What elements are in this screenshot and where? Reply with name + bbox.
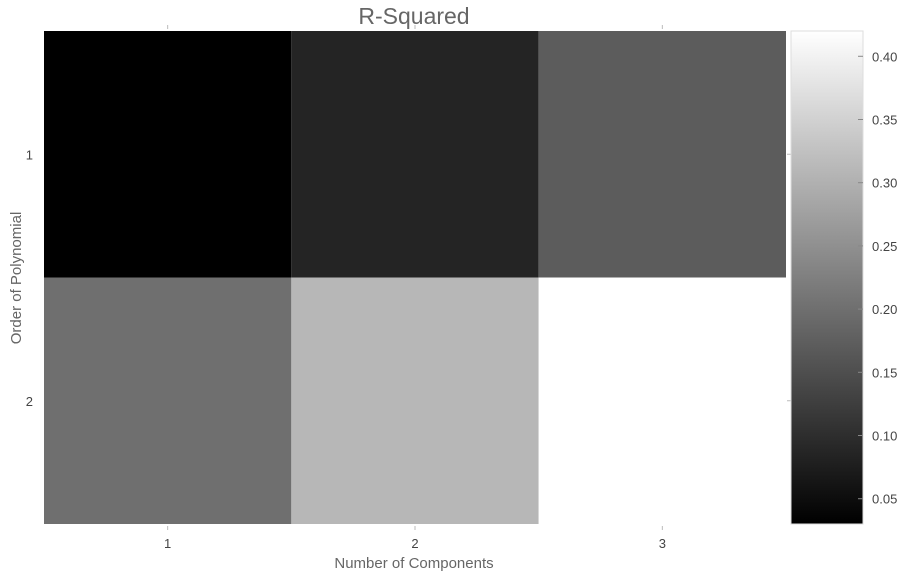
heatmap-cell	[44, 31, 292, 278]
colorbar-tick-label: 0.30	[872, 176, 897, 191]
colorbar: 0.05 0.10 0.15 0.20 0.25 0.30 0.35 0.40	[790, 30, 897, 525]
x-tick-label: 2	[411, 536, 418, 551]
colorbar-tick-label: 0.15	[872, 365, 897, 380]
colorbar-tick-label: 0.20	[872, 302, 897, 317]
colorbar-tick-label: 0.05	[872, 492, 897, 507]
y-tick-label: 2	[26, 394, 33, 409]
chart-title: R-Squared	[358, 3, 469, 29]
colorbar-tick-label: 0.25	[872, 239, 897, 254]
heatmap-cell	[291, 31, 539, 278]
y-axis-label: Order of Polynomial	[8, 212, 25, 345]
heatmap-cells	[44, 31, 786, 524]
y-tick-label: 1	[26, 147, 33, 162]
colorbar-tick-label: 0.35	[872, 112, 897, 127]
x-tick-label: 1	[164, 536, 171, 551]
colorbar-gradient	[790, 30, 864, 525]
heatmap-cell	[291, 277, 539, 524]
colorbar-tick-label: 0.40	[872, 49, 897, 64]
colorbar-tick-label: 0.10	[872, 429, 897, 444]
y-axis: 12	[26, 147, 791, 409]
x-axis-label: Number of Components	[334, 555, 493, 572]
heatmap-cell	[44, 277, 292, 524]
x-axis: 1 2 3	[164, 25, 666, 551]
colorbar-ticks: 0.05 0.10 0.15 0.20 0.25 0.30 0.35 0.40	[858, 49, 897, 507]
x-tick-label: 3	[659, 536, 666, 551]
heatmap-cell	[538, 277, 786, 524]
heatmap-cell	[538, 31, 786, 278]
